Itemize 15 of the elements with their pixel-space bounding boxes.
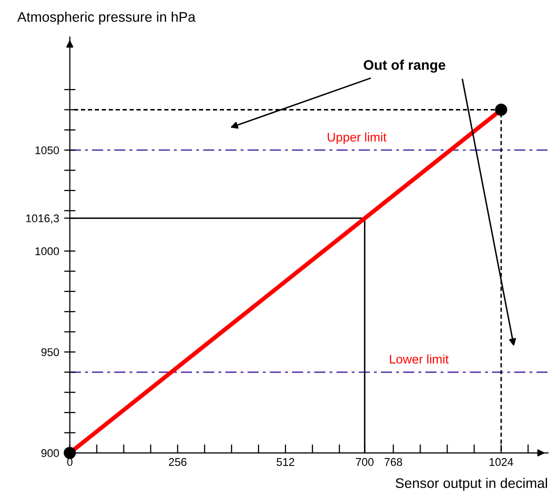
- x-tick-label: 256: [168, 458, 186, 466]
- x-axis-title: Sensor output in decimal: [396, 478, 547, 491]
- y-tick-label: 1000: [36, 247, 59, 256]
- annotation: Out of range: [364, 60, 446, 73]
- ref-line-label: Upper limit: [328, 132, 386, 144]
- y-tick-label: 1050: [36, 146, 59, 154]
- x-tick-label: 512: [276, 458, 294, 466]
- x-tick-label: 700: [356, 458, 374, 466]
- y-tick-label: 950: [41, 348, 59, 356]
- x-tick-label: 1024: [490, 458, 514, 466]
- ref-line-label: Lower limit: [390, 354, 449, 364]
- x-tick-label: 768: [384, 458, 402, 466]
- y-axis-title: Atmospheric pressure in hPa: [17, 12, 196, 25]
- y-tick-label: 900: [41, 449, 59, 458]
- y-tick-label: 1016,3: [26, 214, 59, 224]
